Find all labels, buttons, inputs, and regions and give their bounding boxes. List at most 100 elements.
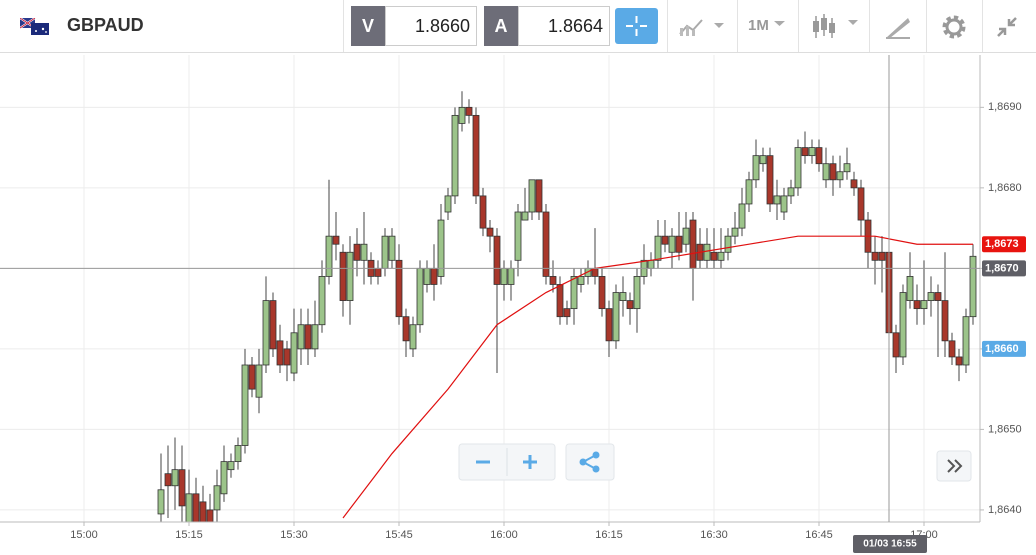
- zoom-controls: [458, 443, 972, 482]
- draw-button[interactable]: [884, 14, 912, 40]
- price-marker-label: 1,8670: [985, 262, 1019, 274]
- candle-body: [724, 235, 732, 253]
- candle-body: [430, 267, 438, 285]
- candle-body: [892, 332, 900, 358]
- candle-body: [962, 316, 970, 366]
- candle-body: [353, 243, 361, 261]
- candle-body: [269, 300, 277, 350]
- price-marker-label: 1,8673: [985, 238, 1019, 250]
- candle-type-button[interactable]: [812, 12, 862, 42]
- candle-body: [514, 211, 522, 261]
- settings-button[interactable]: [940, 13, 968, 41]
- candle-body: [899, 292, 907, 358]
- y-tick-label: 1,8690: [988, 101, 1022, 113]
- candle-body: [843, 163, 851, 173]
- candle-body: [318, 276, 326, 326]
- header: GBPAUD V 1.8660 A 1.8664 1M: [0, 0, 1036, 53]
- candle-body: [472, 114, 480, 197]
- timeframe[interactable]: 1M: [748, 17, 769, 34]
- candle-body: [325, 235, 333, 277]
- candle-body: [808, 147, 816, 157]
- x-tick-label: 16:30: [700, 529, 728, 541]
- candle-body: [276, 340, 284, 366]
- timeframe-arrow[interactable]: [773, 20, 787, 28]
- candle-body: [598, 276, 606, 310]
- share-button[interactable]: [565, 443, 615, 481]
- candle-body: [731, 227, 739, 237]
- candle-body: [486, 227, 494, 237]
- candle-body: [675, 235, 683, 253]
- candle-body: [717, 251, 725, 261]
- candle-body: [290, 332, 298, 374]
- candle-body: [913, 300, 921, 310]
- flag-icon: [20, 18, 49, 35]
- candle-body: [528, 179, 536, 213]
- candle-body: [822, 163, 830, 181]
- price-marker: [982, 340, 1026, 357]
- candle-body: [332, 235, 340, 245]
- candle-body: [171, 469, 179, 487]
- zoom-in[interactable]: [523, 455, 537, 469]
- candle-body: [206, 509, 214, 522]
- candle-body: [787, 187, 795, 197]
- bid-tag[interactable]: V: [351, 6, 385, 46]
- candle-body: [570, 276, 578, 310]
- candle-body: [416, 267, 424, 326]
- candle-body: [773, 195, 781, 205]
- candle-body: [871, 251, 879, 261]
- candle-body: [801, 147, 809, 157]
- candle-body: [934, 292, 942, 301]
- candle-body: [556, 284, 564, 318]
- candle-body: [542, 211, 550, 277]
- candle-body: [409, 324, 417, 350]
- candle-body: [164, 473, 172, 487]
- candle-body: [374, 267, 382, 277]
- candle-body: [682, 227, 690, 245]
- candle-body: [668, 235, 676, 253]
- candle-body: [605, 308, 613, 342]
- x-tick-label: 16:45: [805, 529, 833, 541]
- candle-body: [563, 308, 571, 318]
- x-tick-label: 16:15: [595, 529, 623, 541]
- candle-body: [388, 235, 396, 261]
- candle-body: [955, 356, 963, 366]
- candle-body: [255, 364, 263, 398]
- price-marker: [982, 236, 1026, 253]
- candle-body: [794, 147, 802, 189]
- candle-body: [780, 195, 788, 213]
- candle-body: [549, 276, 557, 285]
- candle-body: [402, 316, 410, 342]
- candle-body: [948, 340, 956, 358]
- collapse-button[interactable]: [994, 14, 1020, 40]
- candle-body: [633, 276, 641, 310]
- candle-body: [969, 255, 977, 318]
- ask-price[interactable]: 1.8664: [518, 6, 610, 46]
- candle-body: [465, 106, 473, 116]
- candle-body: [234, 445, 242, 463]
- candle-body: [381, 235, 389, 269]
- candle-body: [752, 155, 760, 181]
- candle-body: [710, 251, 718, 261]
- candle-body: [297, 324, 305, 350]
- ask-tag[interactable]: A: [484, 6, 518, 46]
- symbol: GBPAUD: [67, 15, 144, 35]
- candle-body: [906, 276, 914, 301]
- x-tick-label: 15:45: [385, 529, 413, 541]
- crosshair-x-box: [853, 535, 927, 553]
- y-tick-label: 1,8680: [988, 182, 1022, 194]
- candle-body: [283, 348, 291, 366]
- candle-body: [437, 219, 445, 277]
- candle-body: [850, 179, 858, 189]
- candle-body: [199, 501, 207, 522]
- crosshair-button[interactable]: [615, 8, 658, 44]
- candle-body: [493, 235, 501, 285]
- bid-price[interactable]: 1.8660: [385, 6, 477, 46]
- candle-body: [360, 243, 368, 261]
- x-tick-label: 15:15: [175, 529, 203, 541]
- candle-body: [878, 251, 886, 261]
- share-icon: [579, 451, 600, 473]
- chart-type-button[interactable]: [678, 14, 728, 38]
- candle-body: [157, 489, 165, 515]
- price-marker: [982, 260, 1026, 277]
